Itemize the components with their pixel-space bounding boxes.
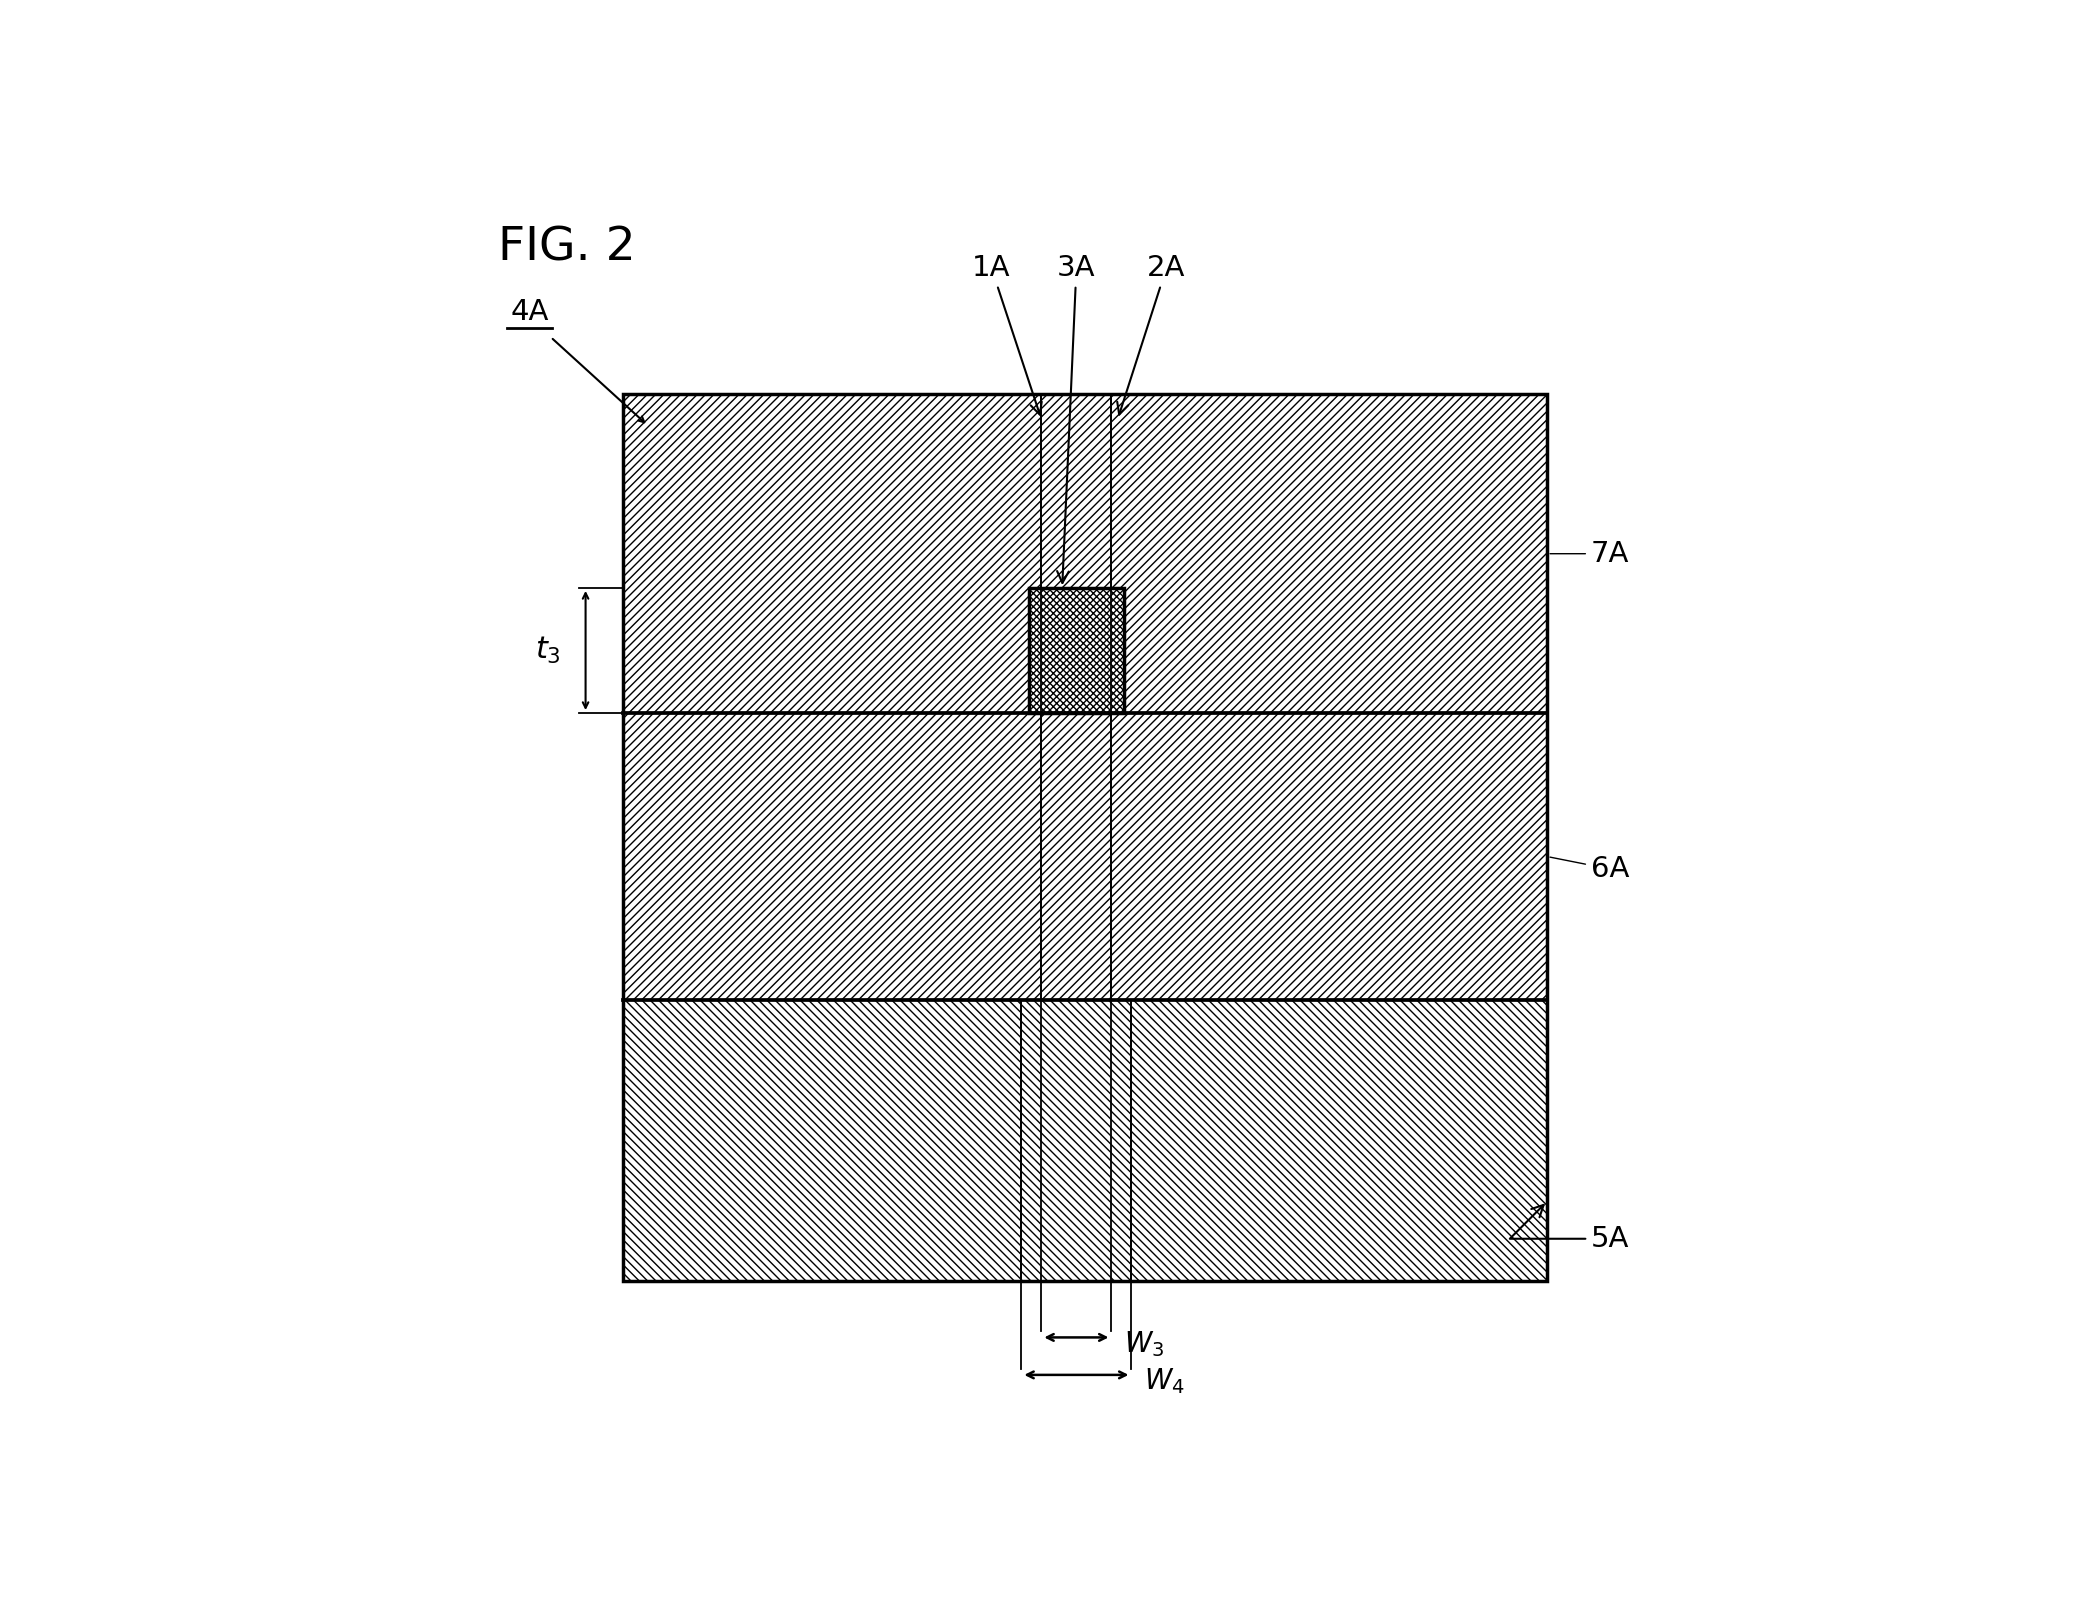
Text: 3A: 3A bbox=[1057, 255, 1095, 582]
Text: 2A: 2A bbox=[1118, 255, 1185, 415]
Text: $W_3$: $W_3$ bbox=[1124, 1328, 1164, 1359]
Text: 1A: 1A bbox=[973, 255, 1042, 415]
Bar bbox=[1021, 1001, 1132, 1281]
Bar bbox=[1042, 714, 1111, 1001]
Bar bbox=[1030, 589, 1124, 714]
Text: 7A: 7A bbox=[1551, 540, 1628, 568]
Text: 5A: 5A bbox=[1509, 1205, 1628, 1252]
Text: FIG. 2: FIG. 2 bbox=[498, 225, 636, 271]
Text: $t_3$: $t_3$ bbox=[536, 634, 561, 667]
Text: $W_4$: $W_4$ bbox=[1145, 1366, 1185, 1397]
Bar bbox=[624, 1001, 1547, 1281]
Bar bbox=[624, 714, 1547, 1001]
Bar bbox=[624, 394, 1547, 714]
Bar bbox=[624, 394, 1547, 1281]
Bar bbox=[1042, 394, 1111, 714]
Text: 6A: 6A bbox=[1551, 855, 1628, 882]
Text: 4A: 4A bbox=[511, 298, 548, 326]
